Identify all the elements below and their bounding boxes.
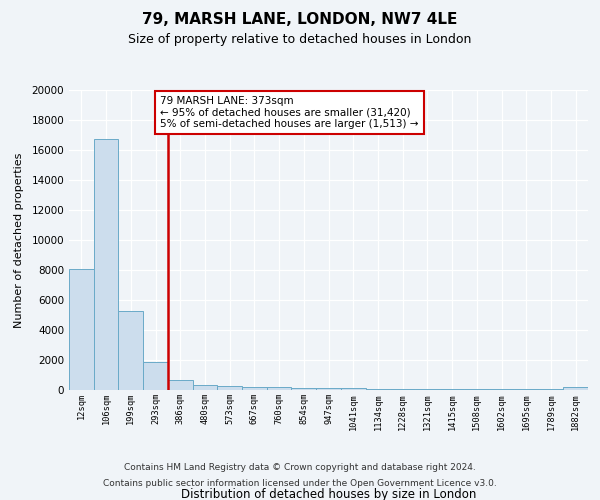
- Bar: [489, 389, 514, 390]
- Bar: [217, 386, 242, 390]
- Bar: [415, 389, 440, 390]
- Text: 79 MARSH LANE: 373sqm
← 95% of detached houses are smaller (31,420)
5% of semi-d: 79 MARSH LANE: 373sqm ← 95% of detached …: [160, 96, 419, 129]
- Bar: [193, 385, 217, 390]
- Bar: [292, 388, 316, 390]
- Text: Contains public sector information licensed under the Open Government Licence v3: Contains public sector information licen…: [103, 478, 497, 488]
- Bar: [563, 388, 588, 390]
- Bar: [514, 389, 539, 390]
- Bar: [242, 387, 267, 390]
- Bar: [341, 388, 365, 390]
- Bar: [143, 362, 168, 390]
- Bar: [390, 388, 415, 390]
- Bar: [168, 380, 193, 390]
- Bar: [316, 388, 341, 390]
- Bar: [440, 389, 464, 390]
- Y-axis label: Number of detached properties: Number of detached properties: [14, 152, 25, 328]
- X-axis label: Distribution of detached houses by size in London: Distribution of detached houses by size …: [181, 488, 476, 500]
- Bar: [118, 310, 143, 390]
- Bar: [267, 388, 292, 390]
- Bar: [94, 140, 118, 390]
- Bar: [464, 389, 489, 390]
- Text: Size of property relative to detached houses in London: Size of property relative to detached ho…: [128, 32, 472, 46]
- Bar: [69, 268, 94, 390]
- Text: 79, MARSH LANE, LONDON, NW7 4LE: 79, MARSH LANE, LONDON, NW7 4LE: [142, 12, 458, 28]
- Bar: [365, 388, 390, 390]
- Text: Contains HM Land Registry data © Crown copyright and database right 2024.: Contains HM Land Registry data © Crown c…: [124, 464, 476, 472]
